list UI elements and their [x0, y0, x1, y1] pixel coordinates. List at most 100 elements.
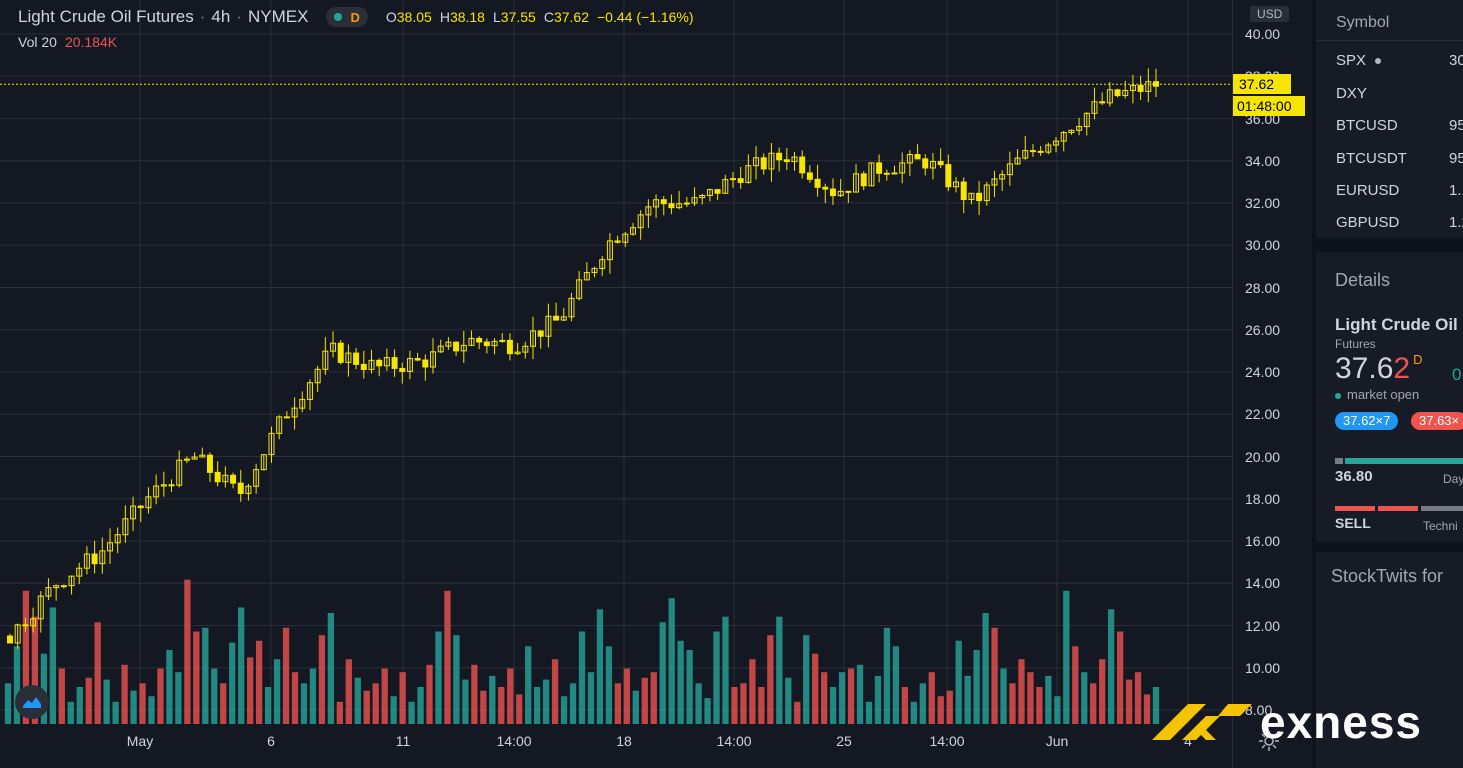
candle-body — [860, 173, 867, 187]
day-range-label: Day — [1443, 472, 1463, 486]
watchlist-row-btcusd[interactable]: BTCUSD 952 — [1336, 117, 1463, 134]
details-title[interactable]: Details — [1335, 270, 1391, 290]
candle-body — [276, 416, 283, 434]
volume-bar — [85, 677, 92, 724]
volume-bar — [300, 683, 308, 724]
watchlist-symbol: GBPUSD — [1336, 214, 1400, 231]
volume-bar — [408, 701, 415, 724]
stocktwits-title[interactable]: StockTwits for — [1331, 566, 1444, 586]
candle-body — [576, 279, 583, 299]
candle-body — [45, 587, 52, 597]
volume-bar — [4, 683, 12, 724]
candle-body — [914, 154, 921, 160]
candle-body — [253, 469, 260, 487]
interval-label[interactable]: 4h — [211, 7, 231, 26]
time-tick-label: Jun — [1045, 733, 1069, 749]
exness-logo: exness — [1148, 696, 1422, 748]
details-change: 0 — [1452, 365, 1462, 384]
volume-label[interactable]: Vol 20 — [18, 34, 57, 50]
candle-body — [676, 203, 683, 209]
candle-body — [1114, 89, 1121, 97]
cloud-icon — [23, 697, 41, 708]
candle-body — [60, 585, 67, 588]
candle-body — [337, 342, 344, 363]
volume-bar — [578, 631, 586, 724]
time-tick-label: 4 — [1184, 733, 1192, 749]
candle-body — [491, 340, 498, 347]
candle-body — [314, 368, 321, 384]
ask-button[interactable]: 37.63× — [1411, 412, 1463, 430]
watchlist-row-spx[interactable]: SPX 308 — [1336, 52, 1463, 69]
candle-body — [945, 164, 952, 188]
candle-body — [953, 181, 960, 188]
divider — [1316, 40, 1463, 41]
candle-body — [453, 341, 460, 352]
watchlist-header[interactable]: Symbol — [1336, 14, 1389, 32]
volume-bar — [596, 609, 604, 724]
candle-body — [522, 345, 529, 353]
tradingview-logo-button[interactable] — [15, 685, 49, 719]
volume-bar — [399, 672, 406, 724]
price-tick-label: 18.00 — [1245, 490, 1281, 507]
candle-body — [214, 471, 221, 483]
candle-body — [22, 624, 29, 627]
watchlist-row-gbpusd[interactable]: GBPUSD 1.2 — [1336, 214, 1463, 231]
volume-bar — [345, 659, 352, 724]
volume-bar — [444, 590, 451, 724]
candle-body — [399, 367, 406, 372]
candle-body — [330, 342, 337, 352]
candle-body — [1029, 150, 1036, 153]
candle-body — [645, 206, 652, 216]
time-tick-label: 14:00 — [716, 733, 752, 749]
candle-body — [230, 474, 237, 484]
currency-label[interactable]: USD — [1250, 6, 1290, 22]
volume-bar — [435, 631, 442, 724]
price-tick-label: 14.00 — [1245, 575, 1281, 592]
volume-bar — [740, 683, 747, 724]
high-value: 38.18 — [449, 9, 485, 25]
chart-pane[interactable]: Light Crude Oil Futures · 4h · NYMEX D O… — [0, 0, 1232, 768]
low-value: 37.55 — [500, 9, 536, 25]
candle-body — [653, 199, 660, 208]
bid-button[interactable]: 37.62×7 — [1335, 412, 1399, 430]
watchlist-value: 952 — [1449, 150, 1463, 167]
volume-bar — [937, 696, 944, 724]
watchlist-row-dxy[interactable]: DXY 9 — [1336, 85, 1367, 102]
technicals-label[interactable]: Techni — [1423, 519, 1458, 533]
volume-bar — [695, 683, 702, 724]
volume-bar — [1054, 696, 1061, 724]
volume-bar — [605, 646, 613, 724]
volume-bar — [58, 668, 65, 724]
candle-body — [668, 203, 675, 209]
candle-body — [99, 550, 106, 565]
candle-body — [791, 156, 798, 163]
volume-bar — [1081, 672, 1088, 724]
volume-bar — [462, 679, 469, 724]
candle-body — [130, 505, 137, 520]
candle-body — [799, 156, 806, 174]
symbol-name[interactable]: Light Crude Oil Futures — [18, 7, 194, 26]
watchlist-row-btcusdt[interactable]: BTCUSDT 952 — [1336, 150, 1463, 167]
watchlist-row-eurusd[interactable]: EURUSD 1.1 — [1336, 182, 1463, 199]
price-chart[interactable] — [0, 0, 1232, 768]
signal-segment — [1335, 506, 1375, 511]
volume-bar — [901, 687, 909, 724]
volume-bar — [812, 653, 819, 724]
watchlist-symbol: DXY — [1336, 85, 1367, 102]
watchlist-symbol: BTCUSD — [1336, 117, 1398, 134]
signal-segment — [1421, 506, 1463, 511]
candle-body — [460, 344, 467, 352]
volume-bar — [354, 677, 361, 724]
candle-body — [983, 184, 990, 202]
candle-body — [391, 357, 398, 369]
market-status-badge[interactable]: D — [326, 7, 368, 27]
watchlist-symbol: EURUSD — [1336, 182, 1400, 199]
candle-body — [1060, 132, 1067, 142]
volume-bar — [551, 659, 559, 724]
price-axis[interactable]: USD 40.0038.0036.0034.0032.0030.0028.002… — [1232, 0, 1311, 768]
price-tick-label: 8.00 — [1245, 702, 1273, 718]
market-status-text: market open — [1347, 387, 1420, 402]
candle-body — [268, 432, 275, 456]
settings-gear-icon[interactable] — [1258, 730, 1280, 752]
candle-body — [568, 297, 575, 318]
